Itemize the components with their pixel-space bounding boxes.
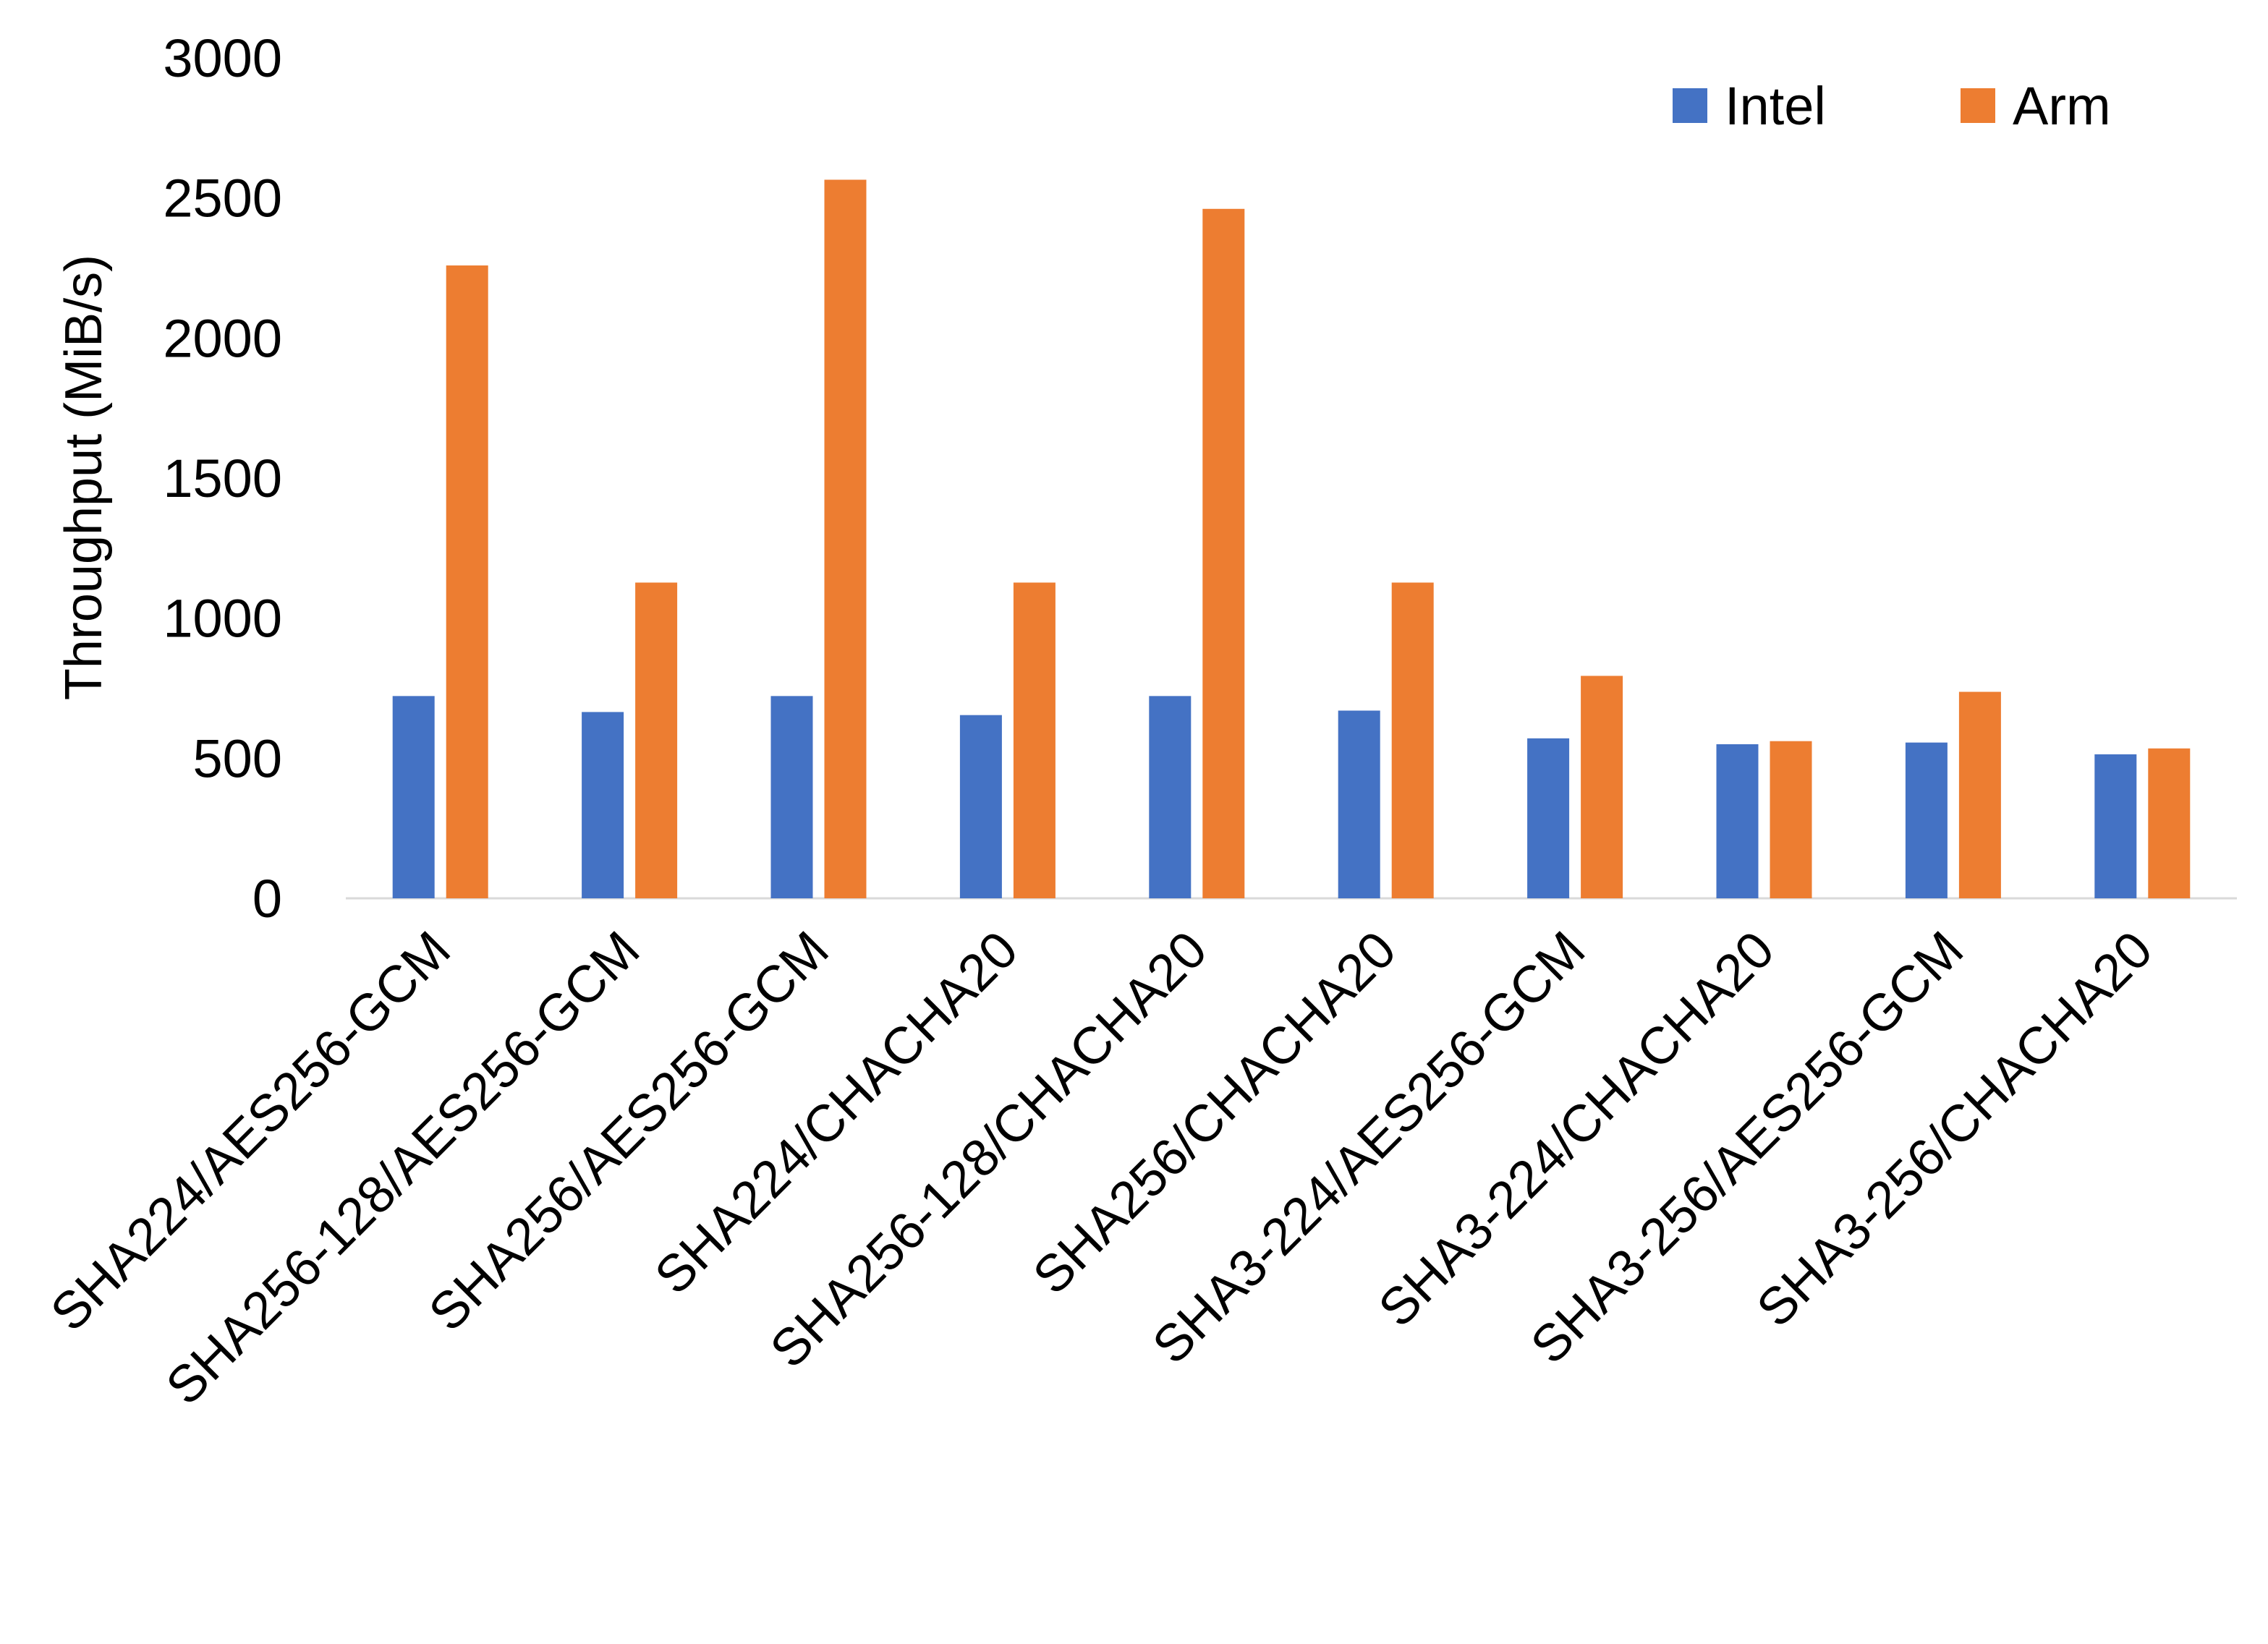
- bar-arm: [1013, 582, 1056, 898]
- x-axis-categories: SHA224/AES256-GCMSHA256-128/AES256-GCMSH…: [40, 921, 2163, 1416]
- bar-intel: [1338, 710, 1380, 898]
- legend: Intel Arm: [1673, 76, 2111, 136]
- bar-arm: [635, 582, 678, 898]
- bar-arm: [1770, 741, 1812, 898]
- legend-swatch-intel: [1673, 88, 1707, 123]
- bar-intel: [582, 712, 624, 898]
- y-axis-label: Throughput (MiB/s): [55, 255, 113, 700]
- bar-arm: [446, 265, 488, 898]
- bar-arm: [1391, 582, 1434, 898]
- y-axis-ticks: 0 500 1000 1500 2000 2500 3000: [163, 28, 282, 929]
- x-tick-label: SHA3-224/CHACHA20: [1368, 921, 1785, 1338]
- bar-intel: [1149, 696, 1192, 898]
- legend-label-intel: Intel: [1725, 76, 1826, 136]
- x-tick-label: SHA3-256/CHACHA20: [1746, 921, 2163, 1338]
- y-tick-label: 3000: [163, 28, 282, 88]
- x-tick-label: SHA256/CHACHA20: [1022, 921, 1407, 1306]
- bar-arm: [1958, 691, 2001, 898]
- bar-arm: [824, 179, 867, 899]
- bar-intel: [392, 696, 435, 898]
- bar-intel: [2094, 754, 2137, 898]
- bar-intel: [959, 715, 1002, 898]
- y-tick-label: 1500: [163, 448, 282, 508]
- x-tick-label: SHA224/CHACHA20: [644, 921, 1029, 1306]
- bar-intel: [1905, 742, 1948, 898]
- legend-swatch-arm: [1961, 88, 1995, 123]
- bars: [392, 179, 2191, 899]
- legend-label-arm: Arm: [2013, 76, 2111, 136]
- y-tick-label: 500: [193, 728, 282, 788]
- y-tick-label: 0: [252, 869, 282, 929]
- bar-intel: [1527, 738, 1570, 898]
- y-tick-label: 2500: [163, 169, 282, 229]
- y-tick-label: 1000: [163, 589, 282, 649]
- y-tick-label: 2000: [163, 308, 282, 368]
- bar-arm: [1581, 676, 1623, 898]
- bar-arm: [2148, 748, 2191, 898]
- bar-intel: [1716, 744, 1759, 898]
- bar-intel: [770, 696, 813, 898]
- bar-arm: [1202, 208, 1245, 898]
